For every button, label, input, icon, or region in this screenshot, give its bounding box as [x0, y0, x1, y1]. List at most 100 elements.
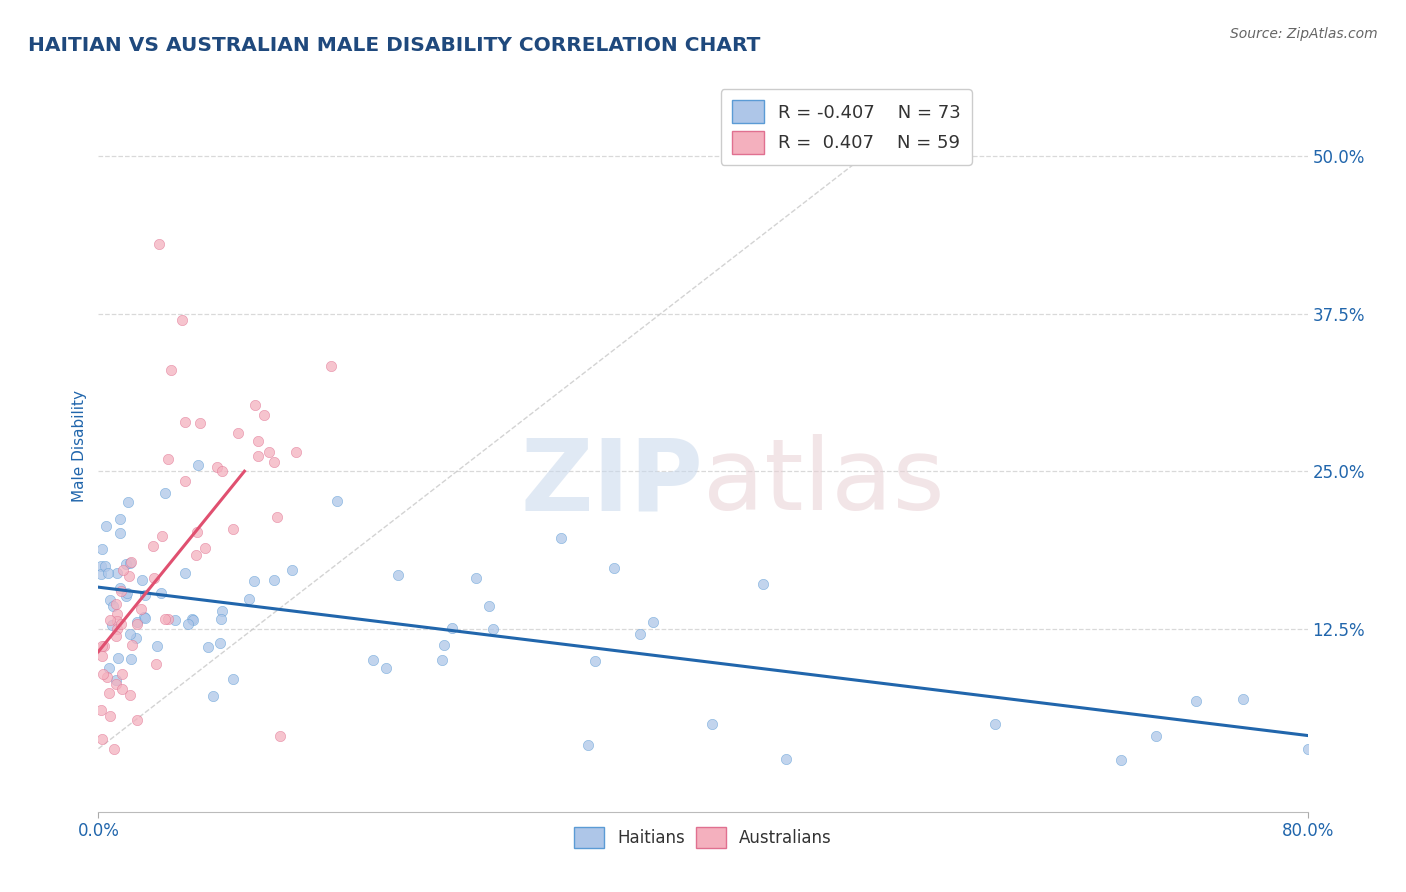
Point: [984, 717, 1007, 731]
Point: [110, 512, 132, 526]
Point: [285, 445, 308, 459]
Point: [281, 563, 304, 577]
Point: [263, 455, 285, 469]
Point: [226, 425, 249, 440]
Point: [263, 573, 285, 587]
Point: [118, 556, 141, 570]
Point: [105, 622, 128, 636]
Text: Source: ZipAtlas.com: Source: ZipAtlas.com: [1230, 27, 1378, 41]
Point: [110, 617, 132, 632]
Point: [114, 589, 136, 603]
Point: [91, 640, 114, 654]
Point: [211, 464, 233, 478]
Point: [550, 531, 572, 545]
Point: [150, 529, 173, 543]
Text: atlas: atlas: [703, 434, 945, 531]
Point: [211, 604, 233, 618]
Point: [156, 451, 179, 466]
Point: [90, 541, 112, 556]
Point: [118, 627, 141, 641]
Point: [155, 612, 177, 626]
Point: [107, 651, 129, 665]
Point: [157, 612, 180, 626]
Point: [91, 666, 114, 681]
Point: [127, 615, 149, 629]
Point: [1144, 729, 1167, 743]
Text: ZIP: ZIP: [520, 434, 703, 531]
Point: [105, 566, 128, 580]
Point: [101, 599, 124, 613]
Point: [246, 434, 269, 449]
Point: [121, 638, 143, 652]
Point: [222, 672, 245, 686]
Point: [149, 586, 172, 600]
Point: [98, 593, 121, 607]
Point: [91, 732, 114, 747]
Point: [97, 566, 120, 580]
Point: [120, 555, 142, 569]
Point: [110, 525, 132, 540]
Point: [197, 640, 219, 654]
Point: [104, 597, 127, 611]
Point: [134, 610, 156, 624]
Point: [104, 677, 127, 691]
Point: [641, 615, 664, 629]
Point: [107, 607, 129, 621]
Point: [188, 416, 211, 430]
Point: [111, 666, 134, 681]
Point: [111, 681, 134, 696]
Point: [194, 541, 217, 555]
Point: [97, 686, 120, 700]
Point: [269, 729, 291, 743]
Point: [118, 688, 141, 702]
Point: [117, 495, 139, 509]
Point: [103, 741, 125, 756]
Point: [375, 661, 398, 675]
Point: [173, 415, 195, 429]
Point: [148, 237, 170, 252]
Point: [153, 486, 176, 500]
Point: [482, 622, 505, 636]
Point: [131, 574, 153, 588]
Point: [257, 444, 280, 458]
Point: [98, 661, 121, 675]
Point: [221, 522, 243, 536]
Text: HAITIAN VS AUSTRALIAN MALE DISABILITY CORRELATION CHART: HAITIAN VS AUSTRALIAN MALE DISABILITY CO…: [28, 36, 761, 54]
Point: [186, 525, 208, 540]
Point: [90, 567, 112, 582]
Point: [201, 689, 224, 703]
Point: [129, 602, 152, 616]
Point: [173, 566, 195, 581]
Point: [319, 359, 342, 373]
Point: [163, 613, 186, 627]
Point: [576, 738, 599, 752]
Point: [387, 568, 409, 582]
Point: [125, 631, 148, 645]
Point: [603, 561, 626, 575]
Point: [160, 363, 183, 377]
Point: [180, 612, 202, 626]
Point: [177, 617, 200, 632]
Point: [96, 670, 118, 684]
Point: [266, 510, 288, 524]
Point: [114, 558, 136, 572]
Point: [1185, 694, 1208, 708]
Point: [1109, 752, 1132, 766]
Point: [120, 652, 142, 666]
Point: [142, 539, 165, 553]
Point: [432, 653, 454, 667]
Point: [98, 613, 121, 627]
Point: [170, 313, 193, 327]
Point: [465, 571, 488, 585]
Legend: Haitians, Australians: Haitians, Australians: [568, 820, 838, 855]
Point: [90, 558, 112, 573]
Point: [115, 586, 138, 600]
Point: [90, 648, 112, 663]
Point: [187, 458, 209, 473]
Point: [181, 613, 204, 627]
Point: [90, 703, 112, 717]
Point: [101, 618, 124, 632]
Point: [134, 588, 156, 602]
Point: [146, 640, 169, 654]
Point: [173, 475, 195, 489]
